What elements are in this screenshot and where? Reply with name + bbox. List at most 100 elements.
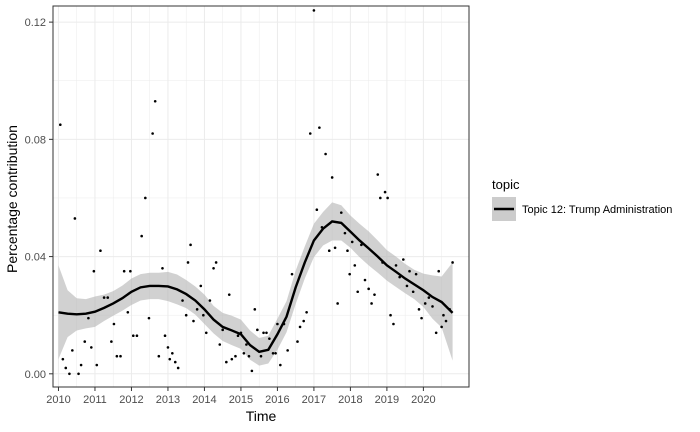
data-point xyxy=(79,363,83,367)
data-point xyxy=(296,340,299,343)
legend-label: Topic 12: Trump Administration xyxy=(522,204,672,216)
data-point xyxy=(83,340,87,343)
data-point xyxy=(253,308,257,311)
data-point xyxy=(298,325,302,329)
data-point xyxy=(61,357,65,361)
x-tick-label: 2018 xyxy=(338,394,362,406)
data-point xyxy=(383,190,387,194)
data-point xyxy=(250,369,254,373)
data-point xyxy=(115,354,119,358)
data-point xyxy=(333,246,337,250)
x-tick-label: 2015 xyxy=(229,394,253,406)
data-point xyxy=(394,264,398,267)
data-point xyxy=(373,293,376,296)
data-point xyxy=(420,316,423,320)
y-tick-label: 0.04 xyxy=(25,252,46,264)
data-point xyxy=(151,132,154,135)
data-point xyxy=(379,196,382,200)
data-point xyxy=(348,272,351,276)
data-point xyxy=(147,316,151,320)
data-point xyxy=(247,354,251,358)
data-point xyxy=(431,305,434,308)
data-point xyxy=(234,354,237,358)
y-tick-label: 0.12 xyxy=(25,17,46,29)
data-point xyxy=(110,340,113,343)
data-point xyxy=(102,296,106,299)
confidence-band xyxy=(58,202,453,366)
data-point xyxy=(59,123,62,126)
data-point xyxy=(286,349,289,352)
data-point xyxy=(367,287,370,291)
data-point xyxy=(389,313,392,317)
plot-background xyxy=(53,6,469,387)
data-point xyxy=(176,366,180,370)
data-point xyxy=(87,316,90,320)
data-point xyxy=(199,284,203,288)
data-point xyxy=(427,296,431,299)
y-axis-ticks: 0.00 0.04 0.08 0.12 xyxy=(25,17,53,381)
smooth-line xyxy=(58,220,454,354)
data-point xyxy=(336,302,339,305)
data-point xyxy=(356,290,360,294)
data-point xyxy=(262,331,265,335)
data-point xyxy=(305,310,308,314)
data-point xyxy=(411,290,415,294)
data-point xyxy=(339,211,343,214)
data-point xyxy=(230,357,234,361)
data-point xyxy=(166,346,170,349)
data-point xyxy=(259,354,263,358)
data-point xyxy=(90,346,93,349)
data-point xyxy=(330,176,334,179)
data-point xyxy=(122,269,126,273)
y-axis-title: Percentage contribution xyxy=(4,125,20,273)
data-point xyxy=(112,322,116,326)
data-point xyxy=(343,231,347,235)
data-point xyxy=(218,343,222,346)
data-point xyxy=(126,310,130,314)
data-point xyxy=(417,308,421,311)
data-point xyxy=(173,360,177,364)
data-point xyxy=(315,208,319,211)
data-point xyxy=(245,343,248,346)
data-point xyxy=(324,152,327,156)
data-point xyxy=(276,322,279,326)
x-tick-label: 2019 xyxy=(375,394,399,406)
data-point xyxy=(68,372,71,376)
data-point xyxy=(274,352,277,355)
data-point xyxy=(184,313,188,317)
data-point xyxy=(434,331,438,335)
data-point xyxy=(350,240,354,244)
data-point xyxy=(265,331,268,335)
data-point xyxy=(423,302,427,305)
data-point xyxy=(279,363,282,367)
data-point xyxy=(290,272,294,276)
data-point xyxy=(451,261,454,264)
data-point xyxy=(106,296,110,299)
data-point xyxy=(163,334,167,338)
data-point xyxy=(268,337,271,340)
data-point xyxy=(77,372,80,376)
legend-title: topic xyxy=(492,177,520,192)
data-point xyxy=(318,126,321,129)
data-point xyxy=(144,196,147,200)
data-point xyxy=(271,352,275,355)
data-point xyxy=(212,267,215,270)
panel-border xyxy=(52,5,470,388)
y-tick-label: 0.08 xyxy=(25,134,46,146)
data-points xyxy=(59,9,454,376)
data-point xyxy=(202,313,205,317)
data-point xyxy=(92,269,96,273)
data-point xyxy=(363,278,367,282)
data-point xyxy=(370,302,373,305)
data-point xyxy=(135,334,139,338)
data-point xyxy=(119,354,122,358)
data-point xyxy=(444,319,448,323)
x-tick-label: 2016 xyxy=(265,394,289,406)
data-point xyxy=(440,325,443,329)
data-point xyxy=(386,196,389,200)
data-point xyxy=(392,322,395,326)
data-point xyxy=(208,299,212,302)
data-point xyxy=(360,243,363,247)
x-axis-ticks: 2010 2011 2012 2013 2014 2015 2016 2017 2018 2019… xyxy=(46,387,436,406)
